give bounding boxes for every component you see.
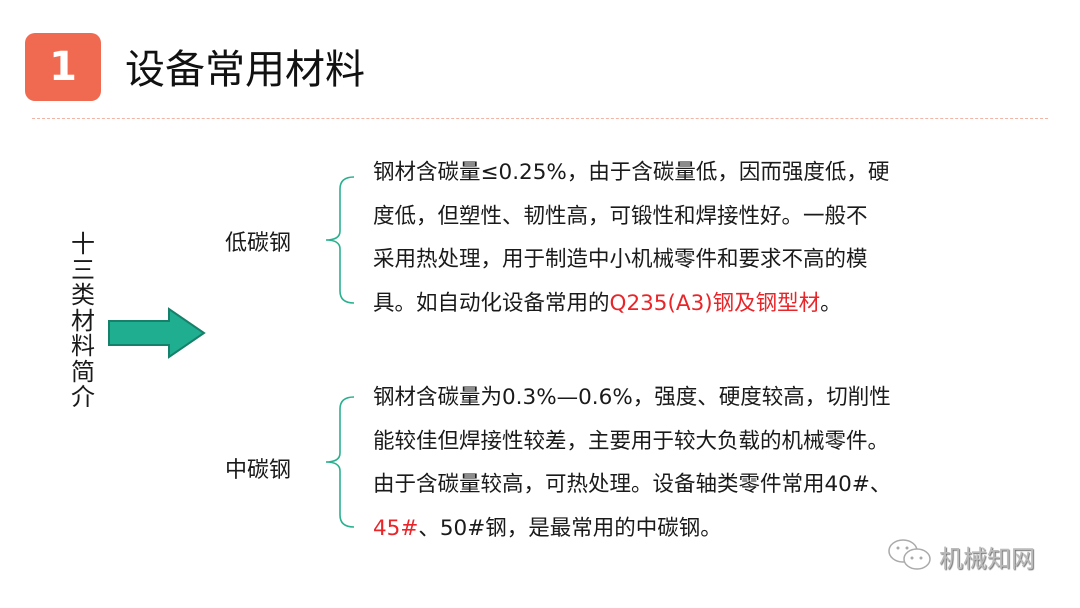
low-carbon-description: 钢材含碳量≤0.25%，由于含碳量低，因而强度低，硬 度低，但塑性、韧性高，可锻性…: [373, 151, 889, 326]
highlighted-text: Q235(A3)钢及钢型材: [609, 291, 821, 317]
category-low-carbon-steel: 低碳钢: [225, 231, 292, 256]
highlighted-text: 45#: [373, 516, 419, 542]
brace-icon: [325, 176, 355, 304]
text-segment: 、50#钢，是最常用的中碳钢。: [418, 516, 722, 542]
text-line: 能较佳但焊接性较差，主要用于较大负载的机械零件。: [373, 420, 891, 464]
text-segment: 采用热处理，用于制造中小机械零件和要求不高的模: [373, 247, 868, 273]
text-line: 度低，但塑性、韧性高，可锻性和焊接性好。一般不: [373, 195, 889, 239]
text-segment: 能较佳但焊接性较差，主要用于较大负载的机械零件。: [373, 428, 890, 454]
text-line: 钢材含碳量≤0.25%，由于含碳量低，因而强度低，硬: [373, 151, 889, 195]
medium-carbon-description: 钢材含碳量为0.3%—0.6%，强度、硬度较高，切削性 能较佳但焊接性较差，主要用…: [373, 376, 891, 551]
wechat-icon: [888, 539, 931, 570]
brace-icon: [325, 396, 355, 528]
watermark-text: 机械知网: [939, 544, 1035, 573]
text-segment: 钢材含碳量为0.3%—0.6%，强度、硬度较高，切削性: [373, 385, 891, 410]
text-segment: 度低，但塑性、韧性高，可锻性和焊接性好。一般不: [373, 203, 868, 229]
text-segment: 。: [820, 291, 842, 317]
text-line: 钢材含碳量为0.3%—0.6%，强度、硬度较高，切削性: [373, 376, 891, 420]
section-number-badge: 1: [25, 33, 101, 101]
right-arrow-icon: [108, 307, 206, 359]
text-line: 具。如自动化设备常用的Q235(A3)钢及钢型材。: [373, 282, 889, 326]
text-segment: 具。如自动化设备常用的: [373, 291, 610, 317]
side-title: 十三类材料简介: [71, 230, 95, 411]
dashed-divider: [32, 118, 1048, 119]
text-line: 45#、50#钢，是最常用的中碳钢。: [373, 507, 891, 551]
text-segment: 钢材含碳量≤0.25%，由于含碳量低，因而强度低，硬: [373, 160, 890, 185]
text-line: 采用热处理，用于制造中小机械零件和要求不高的模: [373, 238, 889, 282]
text-segment: 由于含碳量较高，可热处理。设备轴类零件常用40#、: [373, 472, 892, 498]
page-title: 设备常用材料: [125, 47, 365, 93]
category-medium-carbon-steel: 中碳钢: [225, 458, 292, 483]
watermark: 机械知网: [887, 538, 1035, 574]
text-line: 由于含碳量较高，可热处理。设备轴类零件常用40#、: [373, 463, 891, 507]
